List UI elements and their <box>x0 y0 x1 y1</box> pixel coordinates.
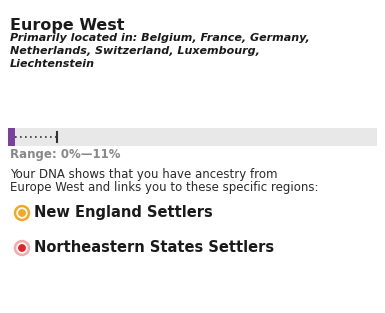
Text: Primarily located in: Belgium, France, Germany,: Primarily located in: Belgium, France, G… <box>10 33 310 43</box>
Circle shape <box>19 245 25 251</box>
Circle shape <box>19 210 25 216</box>
Text: Europe West and links you to these specific regions:: Europe West and links you to these speci… <box>10 181 318 194</box>
Bar <box>8 128 377 146</box>
Text: Netherlands, Switzerland, Luxembourg,: Netherlands, Switzerland, Luxembourg, <box>10 46 260 56</box>
Text: New England Settlers: New England Settlers <box>34 205 213 220</box>
Text: Northeastern States Settlers: Northeastern States Settlers <box>34 240 274 255</box>
Text: Liechtenstein: Liechtenstein <box>10 59 95 69</box>
Circle shape <box>17 243 27 253</box>
Bar <box>8 128 15 146</box>
Text: Range: 0%—11%: Range: 0%—11% <box>10 148 121 161</box>
Circle shape <box>15 240 30 255</box>
Text: Your DNA shows that you have ancestry from: Your DNA shows that you have ancestry fr… <box>10 168 278 181</box>
Circle shape <box>15 206 30 220</box>
Circle shape <box>17 208 27 218</box>
Text: Europe West: Europe West <box>10 18 124 33</box>
